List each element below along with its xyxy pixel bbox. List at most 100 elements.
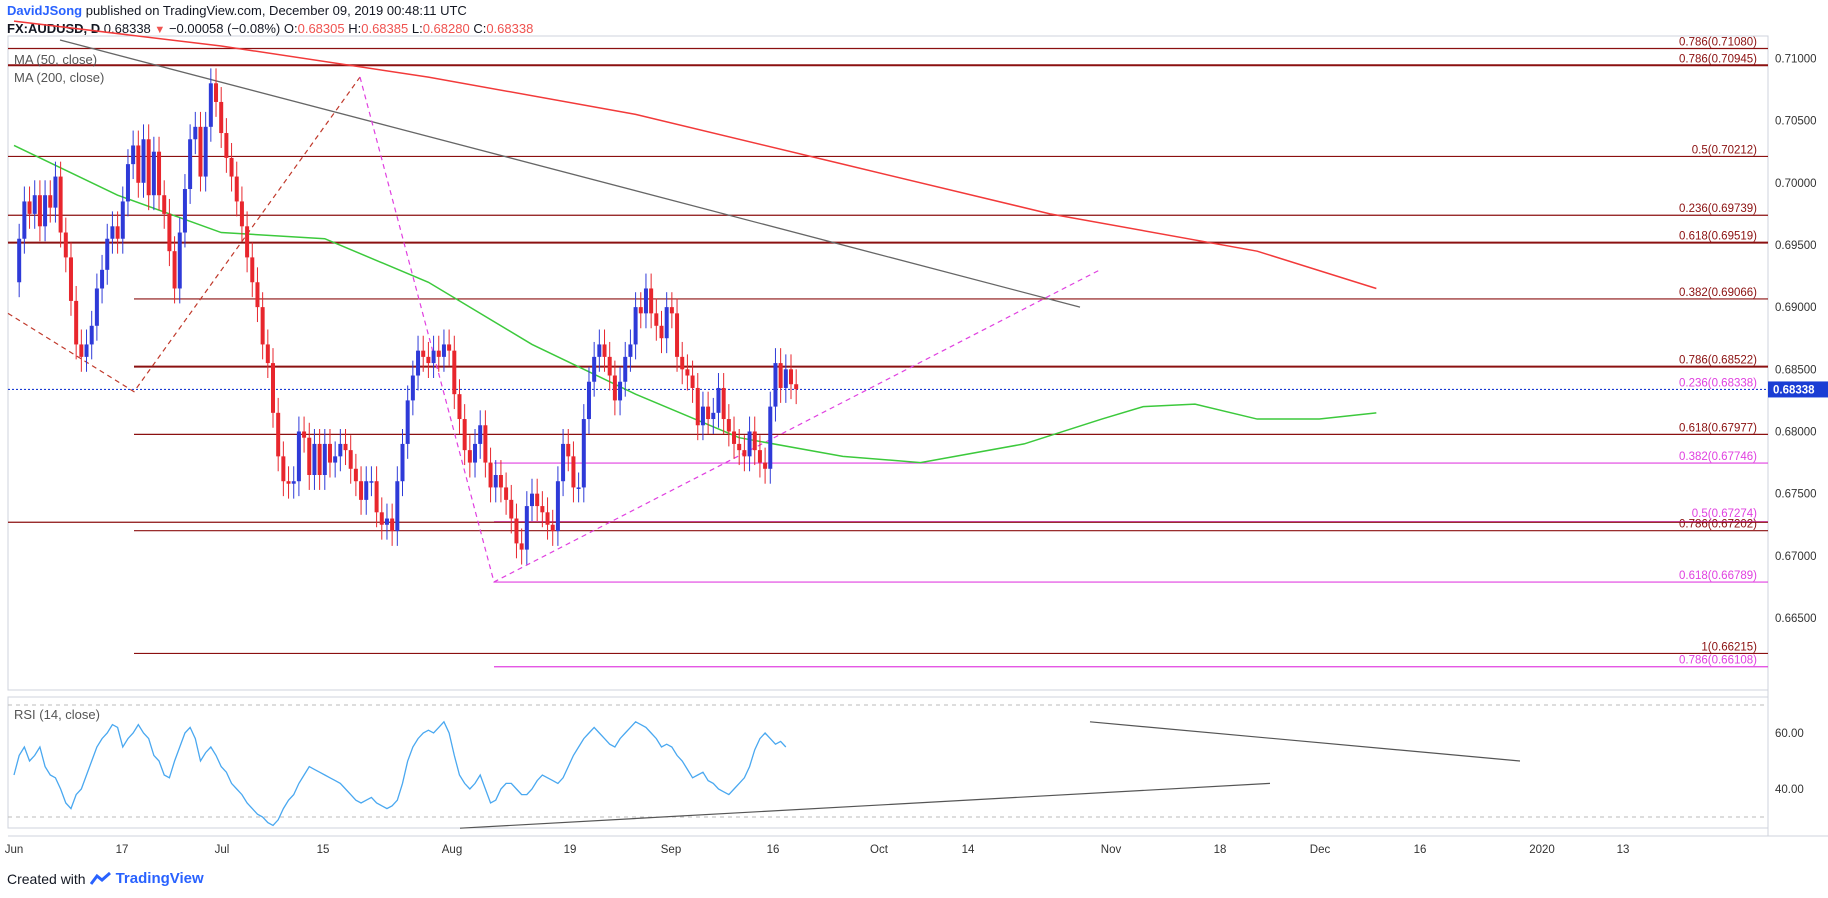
price-pane-border bbox=[7, 35, 1769, 691]
candle-body bbox=[131, 145, 136, 165]
candle-body bbox=[447, 344, 452, 351]
price-tick-label: 0.69500 bbox=[1775, 240, 1817, 252]
author-link[interactable]: DavidJSong bbox=[7, 3, 83, 18]
candle-body bbox=[421, 350, 426, 357]
ma200-legend[interactable]: MA (200, close) bbox=[14, 70, 105, 85]
candle-body bbox=[441, 344, 446, 357]
fib-level-label: 0.618(0.66789) bbox=[1679, 570, 1757, 582]
candle-body bbox=[483, 425, 488, 463]
candle-body bbox=[778, 363, 783, 388]
candle-body bbox=[654, 313, 659, 326]
candle-body bbox=[643, 288, 648, 314]
candle-body bbox=[519, 543, 524, 550]
candle-body bbox=[690, 375, 695, 388]
fib-level-label: 0.618(0.69519) bbox=[1679, 231, 1757, 243]
candle-body bbox=[53, 176, 58, 208]
candle-body bbox=[664, 307, 669, 339]
candle-body bbox=[669, 307, 674, 314]
candle-body bbox=[597, 344, 602, 357]
rsi-legend[interactable]: RSI (14, close) bbox=[14, 707, 100, 722]
candle-body bbox=[281, 456, 286, 482]
ma50-line bbox=[13, 144, 1377, 464]
candle-body bbox=[203, 126, 208, 177]
candle-body bbox=[374, 481, 379, 513]
candle-body bbox=[452, 350, 457, 395]
candle-body bbox=[561, 443, 566, 482]
last-price: 0.68338 bbox=[103, 21, 151, 36]
candle-body bbox=[540, 506, 545, 513]
candle-body bbox=[219, 101, 224, 134]
candle-body bbox=[245, 226, 250, 258]
time-tick-label: 13 bbox=[1617, 844, 1630, 856]
candle-body bbox=[566, 443, 571, 457]
fib-level-label: 0.618(0.67977) bbox=[1679, 422, 1757, 434]
candle-body bbox=[649, 288, 654, 314]
candle-body bbox=[322, 443, 327, 475]
candle-body bbox=[182, 189, 187, 233]
rsi-tick-label: 40.00 bbox=[1775, 784, 1804, 796]
rsi-trendline bbox=[1089, 721, 1521, 762]
candle-body bbox=[291, 481, 296, 484]
candle-body bbox=[478, 425, 483, 444]
candle-body bbox=[410, 375, 415, 401]
candle-body bbox=[327, 443, 332, 463]
change-value: −0.00058 (−0.08%) bbox=[168, 21, 281, 36]
candle-body bbox=[333, 456, 338, 463]
candle-body bbox=[224, 133, 229, 158]
last-price-tag-label: 0.68338 bbox=[1773, 384, 1815, 396]
candle-body bbox=[239, 201, 244, 227]
tradingview-brand-link[interactable]: TradingView bbox=[115, 870, 204, 887]
candle-body bbox=[167, 213, 172, 252]
fib-zigzag bbox=[7, 76, 361, 393]
candle-body bbox=[680, 356, 685, 370]
price-tick-label: 0.66500 bbox=[1775, 613, 1817, 625]
candle-body bbox=[48, 195, 53, 208]
time-tick-label: 14 bbox=[962, 844, 975, 856]
candle-body bbox=[141, 139, 146, 183]
high-label: H: bbox=[348, 21, 362, 36]
candle-body bbox=[794, 384, 799, 390]
candle-body bbox=[188, 139, 193, 189]
symbol-label[interactable]: FX:AUDUSD, D bbox=[7, 21, 101, 36]
candle-body bbox=[607, 356, 612, 376]
candle-body bbox=[338, 443, 343, 457]
candle-body bbox=[571, 456, 576, 488]
candle-body bbox=[234, 176, 239, 202]
price-tick-label: 0.68000 bbox=[1775, 426, 1817, 438]
candle-body bbox=[545, 512, 550, 525]
candle-body bbox=[752, 431, 757, 451]
candle-body bbox=[84, 344, 89, 357]
candle-body bbox=[136, 145, 141, 183]
ma50-legend[interactable]: MA (50, close) bbox=[14, 52, 98, 67]
candle-body bbox=[504, 487, 509, 500]
candle-body bbox=[265, 344, 270, 364]
open-label: O: bbox=[283, 21, 298, 36]
candle-body bbox=[146, 139, 151, 196]
rsi-pane-border bbox=[7, 696, 1769, 829]
candle-body bbox=[721, 387, 726, 420]
candle-body bbox=[747, 431, 752, 457]
last-price-tag bbox=[1768, 381, 1828, 398]
high-value: 0.68385 bbox=[361, 21, 409, 36]
candle-body bbox=[789, 369, 793, 385]
candle-body bbox=[271, 363, 275, 413]
trendline bbox=[59, 39, 1081, 308]
candle-body bbox=[94, 288, 99, 326]
candle-body bbox=[115, 226, 120, 239]
candle-body bbox=[364, 481, 369, 500]
candle-body bbox=[312, 443, 317, 475]
time-tick-label: Sep bbox=[661, 844, 681, 856]
candle-body bbox=[431, 350, 436, 364]
candle-body bbox=[157, 151, 162, 196]
time-tick-label: Oct bbox=[870, 844, 889, 856]
candle-body bbox=[125, 164, 130, 202]
fib-level-label: 0.786(0.66108) bbox=[1679, 655, 1757, 667]
candle-body bbox=[700, 406, 705, 426]
candle-body bbox=[602, 344, 607, 357]
candle-body bbox=[193, 126, 198, 140]
candle-body bbox=[426, 356, 431, 364]
rsi-tick-label: 60.00 bbox=[1775, 728, 1804, 740]
candle-body bbox=[581, 419, 586, 488]
candle-body bbox=[58, 176, 63, 233]
